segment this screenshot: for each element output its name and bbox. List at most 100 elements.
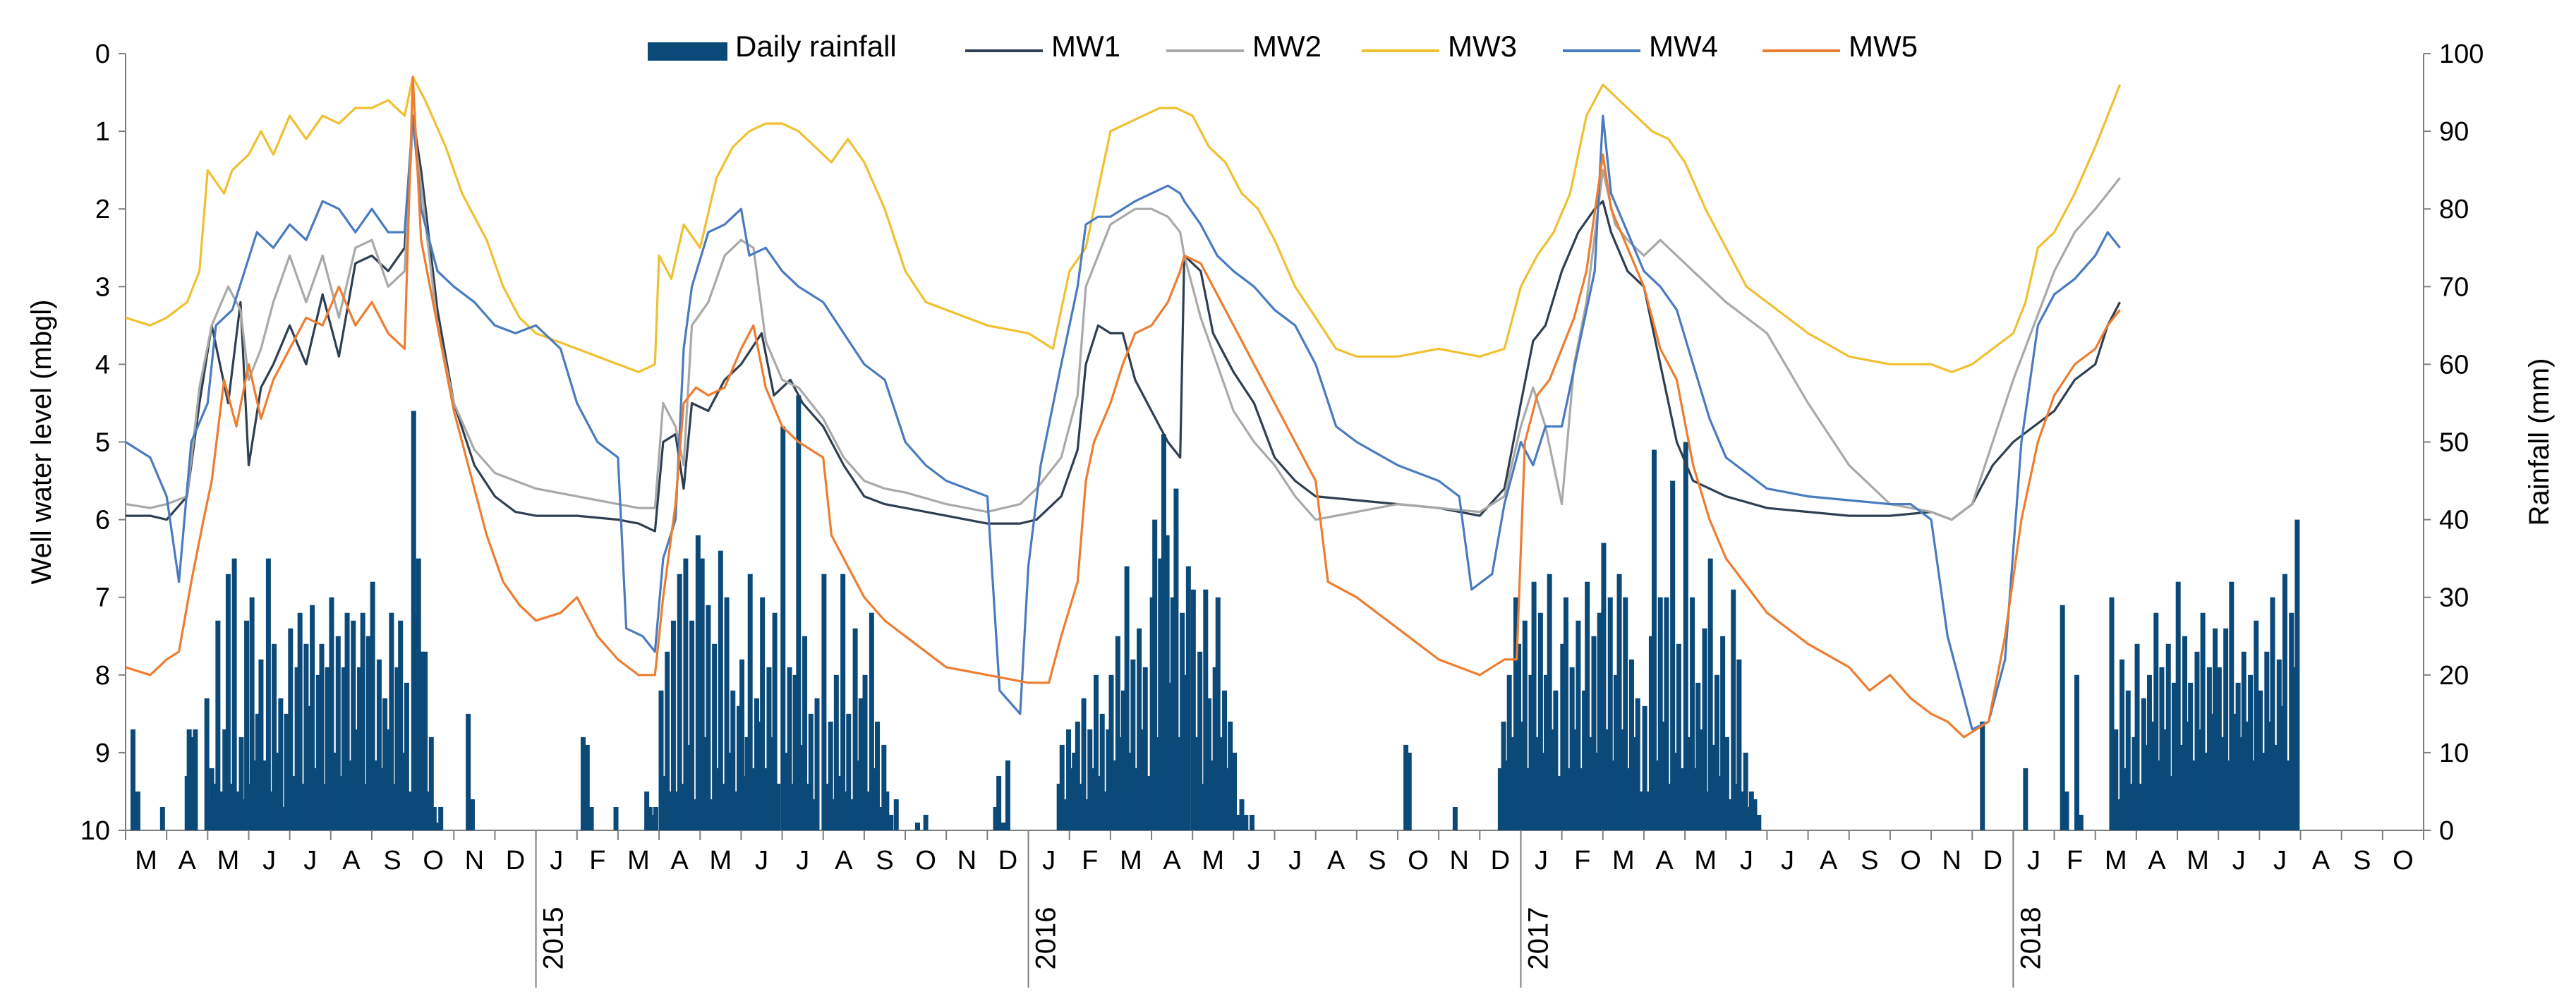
rainfall-bar [1655,760,1660,830]
rainfall-bar [884,791,890,830]
rainfall-bar [322,783,327,830]
rainfall-bar [747,574,753,830]
rainfall-bar [344,612,350,830]
rainfall-bar [858,698,864,830]
right-axis: 0 10 20 30 40 50 60 70 80 90 100 [2424,40,2484,846]
rainfall-bar [1506,674,1512,830]
rainfall-bar [385,729,391,830]
rainfall-bar [1406,752,1412,830]
rainfall-bar [2060,605,2065,830]
rainfall-bar [680,783,686,830]
month-label: M [217,846,240,875]
rainfall-bar [1519,721,1525,830]
rainfall-bar [1535,737,1540,830]
rainfall-bar [1528,674,1534,830]
rainfall-bar [2197,729,2203,830]
rainfall-bar [686,744,691,830]
rainfall-bar [1084,799,1089,830]
rainfall-bar [2023,768,2028,830]
rainfall-bar [1572,729,1578,830]
y2-axis-title: Rainfall (mm) [2524,358,2555,526]
rainfall-bar [1133,768,1139,830]
rainfall-bar [2282,574,2287,830]
rainfall-bar [875,721,881,830]
rainfall-bar [329,597,334,830]
rainfall-bar [1139,729,1145,830]
month-label: S [1861,846,1878,875]
rainfall-bar [1200,783,1206,830]
rainfall-bar [394,667,400,830]
rainfall-bar [2238,737,2244,830]
month-label: M [710,846,732,875]
rainfall-bar [1118,737,1123,830]
rainfall-bar [1142,667,1148,830]
rainfall-bar [1081,698,1087,830]
rainfall-bar [1215,597,1221,830]
rainfall-bar [1531,581,1537,830]
rainfall-bar [1501,721,1506,830]
rainfall-bar [189,737,195,830]
rainfall-bar [1106,729,1111,830]
rainfall-bar [2188,682,2194,830]
rainfall-bar [2120,659,2125,830]
rainfall-bar [204,698,210,830]
rainfall-bar [1540,752,1546,830]
rainfall-bar [1746,806,1751,830]
rainfall-bar [878,806,883,830]
rainfall-bar [1173,488,1179,830]
rainfall-bar [469,799,475,830]
month-label: N [1942,846,1961,875]
rainfall-bar [2074,674,2080,830]
rainfall-bar [370,581,375,830]
rainfall-bar [1059,744,1065,830]
rainfall-bar [852,628,858,830]
rainfall-bar [881,744,887,830]
month-label: S [876,846,893,875]
rainfall-bar [1720,636,1726,830]
rainfall-bar [288,628,294,830]
rainfall-bar [1667,783,1672,830]
rainfall-bar [398,620,404,830]
rainfall-bar [341,667,346,830]
rainfall-bar [1547,574,1552,830]
rainfall-bar [1066,729,1072,830]
rainfall-bar [1566,768,1572,830]
month-label: M [1694,846,1717,875]
month-label: A [670,846,689,875]
rainfall-bar [2276,659,2282,830]
legend-label-mw1: MW1 [1051,30,1120,63]
rainfall-bar [252,760,258,830]
rainfall-bar [310,605,315,830]
rainfall-bar [840,574,846,830]
rainfall-bar [661,775,667,830]
rainfall-bar [2292,667,2297,830]
rainfall-bar [2191,760,2196,830]
rainfall-bar [1569,667,1575,830]
rainfall-bar [1206,698,1211,830]
rainfall-bar [1002,822,1008,830]
y-tick-label: 5 [95,428,110,458]
rainfall-bar [130,729,135,830]
rainfall-bar [423,651,428,830]
rainfall-bar [751,768,756,830]
rainfall-bar [855,760,861,830]
rainfall-bar [1152,519,1158,830]
rainfall-bar [790,783,795,830]
y2-tick-label: 30 [2439,583,2469,613]
rainfall-bar [303,643,309,830]
rainfall-bar [2175,581,2181,830]
month-label: A [342,846,361,875]
rainfall-bar [2185,721,2191,830]
rainfall-bar [2200,612,2206,830]
rainfall-bar [135,791,140,830]
rainfall-bar [2248,674,2254,830]
rainfall-bar [792,674,798,830]
rainfall-bar [2226,760,2232,830]
rainfall-bar [1177,737,1183,830]
rainfall-bar [2216,667,2222,830]
rainfall-bar [1670,480,1676,830]
rainfall-bar [1522,620,1528,830]
month-label: J [2027,846,2040,875]
month-label: J [1288,846,1302,875]
month-label: A [1820,846,1838,875]
